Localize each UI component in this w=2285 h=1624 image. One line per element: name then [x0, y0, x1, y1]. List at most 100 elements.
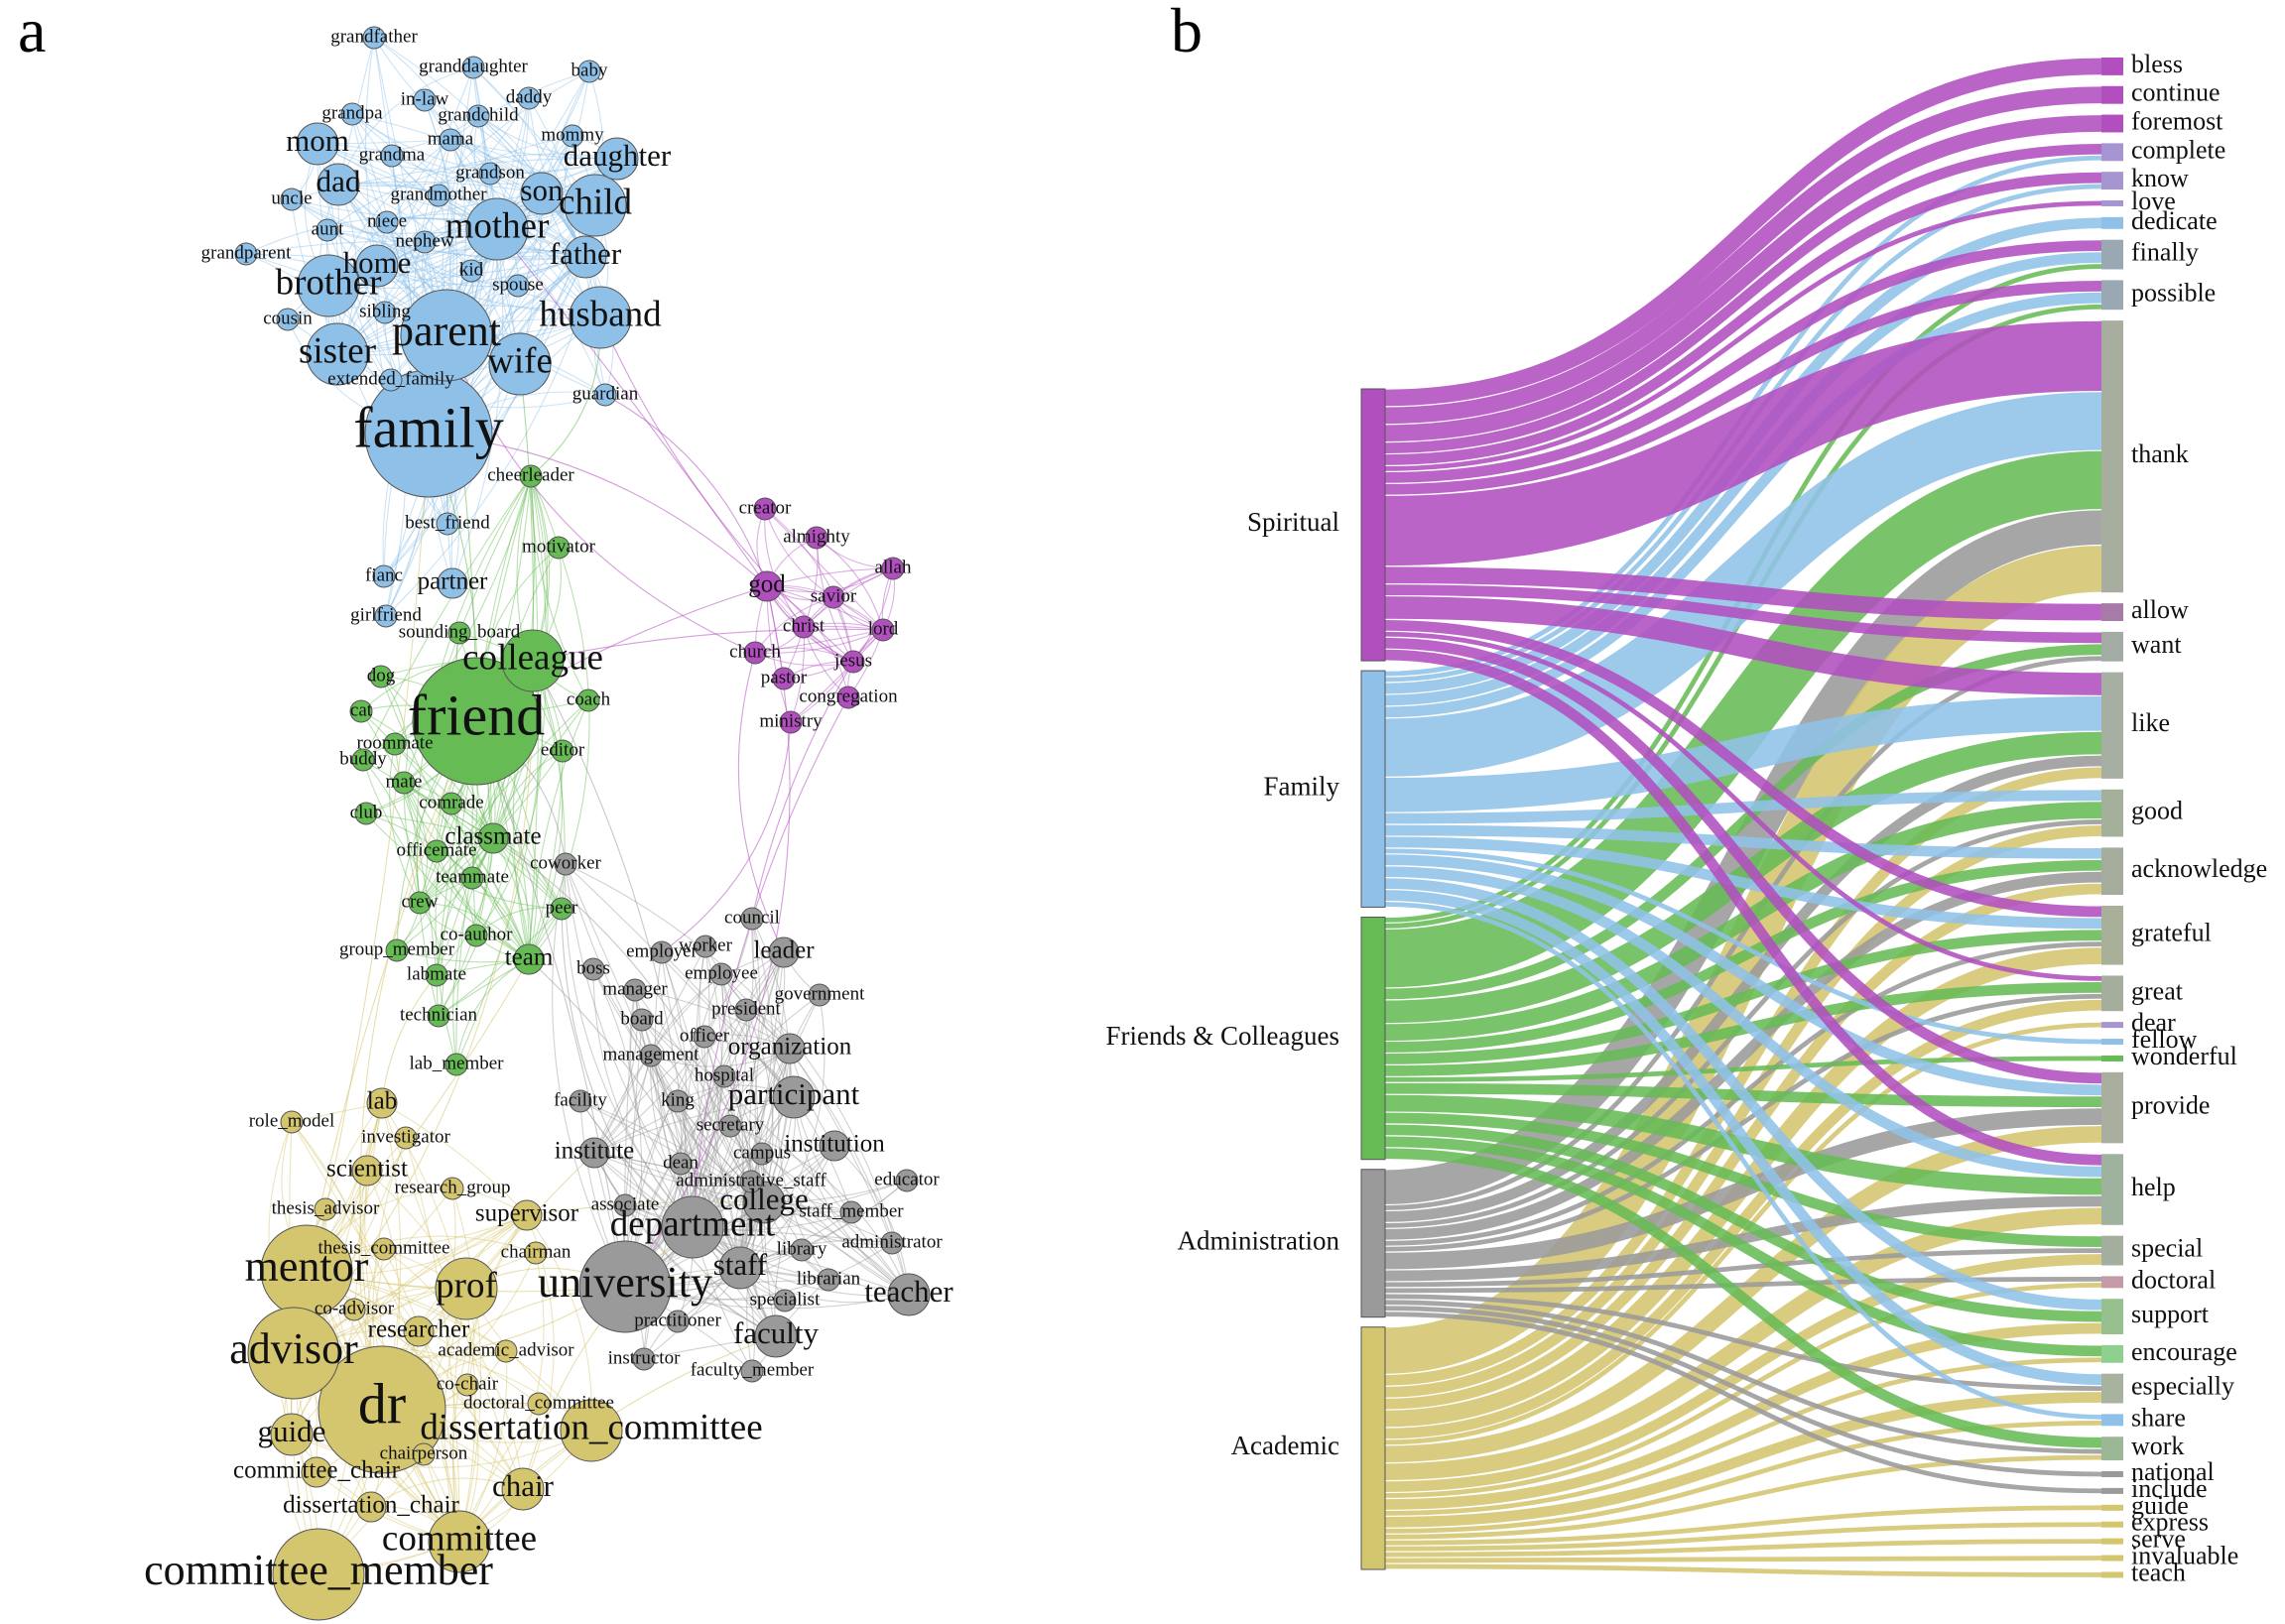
network-edge [593, 1036, 705, 1154]
sankey-flow-academic-to-work [1384, 1454, 2102, 1540]
node-label-niece: niece [367, 210, 407, 231]
sankey-source-academic [1360, 1326, 1386, 1570]
sankey-flow-academic-to-like [1384, 767, 2102, 1386]
node-aunt [316, 218, 339, 242]
node-baby [577, 60, 601, 83]
sankey-target-work [2101, 1437, 2123, 1461]
node-label-research-group: research_group [394, 1177, 510, 1197]
node-boss [581, 957, 605, 981]
node-label-group-member: group_member [339, 938, 455, 959]
node-label-scientist: scientist [326, 1156, 408, 1183]
sankey-target-thank [2101, 320, 2123, 593]
sankey-target-foremost [2101, 114, 2123, 133]
sankey-target-great [2101, 975, 2123, 1012]
network-edge [541, 192, 606, 396]
sankey-target-label-good: good [2131, 797, 2183, 825]
sankey-target-like [2101, 672, 2123, 779]
sankey-target-label-finally: finally [2131, 238, 2199, 267]
node-label-church: church [729, 641, 781, 662]
node-label-husband: husband [539, 294, 662, 334]
node-grandson [478, 162, 502, 186]
network-edge [403, 782, 530, 960]
sankey-flow-spiritual-to-possible [1384, 281, 2102, 495]
sankey-target-help [2101, 1154, 2123, 1225]
network-edge [380, 676, 408, 784]
node-brother [297, 254, 360, 317]
sankey-target-label-allow: allow [2131, 595, 2189, 624]
network-edge [380, 676, 530, 960]
node-label-club: club [350, 802, 383, 822]
node-uncle [280, 187, 304, 211]
sankey-source-spiritual [1360, 388, 1386, 662]
node-doctoral-committee [527, 1392, 551, 1416]
node-label-committee: committee [382, 1518, 537, 1559]
node-label-king: king [661, 1089, 695, 1110]
node-label-employer: employer [626, 940, 698, 961]
node-staff-member [839, 1200, 863, 1224]
sankey-target-wonderful [2101, 1055, 2123, 1062]
node-council [740, 907, 764, 931]
node-label-academic-advisor: academic_advisor [438, 1339, 574, 1360]
network-edge [327, 256, 586, 289]
node-label-lab: lab [367, 1088, 398, 1115]
network-edge [291, 1121, 524, 1490]
node-motivator [547, 536, 571, 560]
network-edge [424, 99, 601, 318]
node-dissertation-chair [355, 1491, 387, 1523]
network-edge [650, 951, 785, 1057]
node-friend [412, 657, 541, 786]
node-girlfriend [374, 604, 398, 628]
node-church [743, 641, 767, 665]
sankey-flow-family-to-like [1384, 696, 2102, 812]
node-label-doctoral-committee: doctoral_committee [463, 1392, 614, 1413]
node-label-faculty: faculty [733, 1315, 820, 1350]
node-worker [694, 935, 717, 958]
sankey-flow-spiritual-to-want [1384, 584, 2102, 644]
sankey-flow-academic-to-special [1384, 1254, 2102, 1492]
network-edge [337, 184, 586, 258]
node-label-partner: partner [418, 568, 488, 595]
network-bridge-edge [492, 837, 765, 1203]
node-god [751, 570, 783, 602]
node-label-thesis-committee: thesis_committee [318, 1237, 450, 1258]
sankey-target-label-guide: guide [2131, 1491, 2189, 1520]
network-edge [565, 863, 795, 1098]
node-label-nephew: nephew [395, 230, 453, 251]
node-institute [578, 1137, 610, 1169]
node-creator [753, 497, 777, 521]
network-bridge-edge [293, 433, 430, 1354]
network-edge [381, 1102, 528, 1216]
node-label-home: home [343, 245, 412, 280]
network-edge [458, 475, 532, 634]
sankey-target-label-acknowledge: acknowledge [2131, 854, 2267, 883]
sankey-flow-friends-and-colleagues-to-great [1384, 982, 2102, 1076]
sankey-target-share [2101, 1414, 2123, 1427]
node-mama [439, 128, 462, 152]
network-edge [327, 256, 586, 287]
node-label-role-model: role_model [249, 1110, 335, 1131]
network-edge [438, 908, 563, 1017]
network-edge [450, 803, 563, 910]
node-label-co-advisor: co-advisor [315, 1298, 395, 1318]
sankey-flow-family-to-acknowledge [1384, 824, 2102, 859]
node-team [513, 943, 545, 975]
sankey-source-friends-and-colleagues [1360, 916, 1386, 1161]
network-edge [629, 989, 694, 1228]
node-label-girlfriend: girlfriend [350, 604, 422, 625]
node-administrator [880, 1231, 904, 1255]
sankey-target-bars: blesscontinueforemostcompleteknowloveded… [2101, 50, 2267, 1586]
node-savior [822, 585, 845, 609]
sankey-target-label-special: special [2131, 1234, 2203, 1263]
network-edge [424, 99, 586, 258]
node-label-crew: crew [402, 891, 439, 912]
sankey-flow-administration-to-national [1384, 1306, 2102, 1477]
node-label-father: father [550, 236, 622, 271]
network-edge [634, 989, 791, 1050]
node-officemate [425, 839, 448, 863]
network-edge [452, 837, 494, 1065]
node-in-law [413, 88, 437, 112]
sankey-flow-academic-to-good [1384, 825, 2102, 1398]
node-department [661, 1195, 724, 1259]
node-specialist [773, 1289, 797, 1312]
node-label-mama: mama [428, 128, 474, 149]
